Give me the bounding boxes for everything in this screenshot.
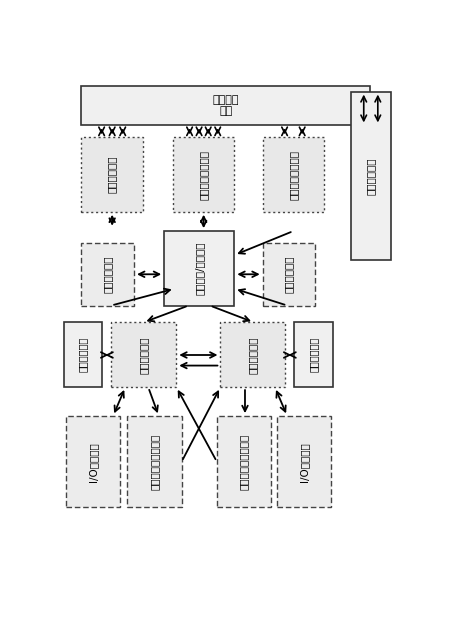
Text: I/O扩展单元: I/O扩展单元: [299, 442, 309, 482]
Bar: [294, 323, 333, 387]
Text: I/O扩展单元: I/O扩展单元: [88, 442, 98, 482]
Bar: [111, 323, 177, 387]
Text: 信息控制/传输单元: 信息控制/传输单元: [194, 241, 204, 295]
Bar: [350, 92, 391, 260]
Text: 网络通信单元: 网络通信单元: [107, 156, 117, 193]
Text: 平台监控管理单元: 平台监控管理单元: [288, 150, 298, 200]
Text: 磁盘通信单元: 磁盘通信单元: [103, 256, 113, 293]
Text: 信息存储单元: 信息存储单元: [78, 337, 88, 373]
Bar: [81, 137, 143, 212]
Bar: [276, 416, 331, 507]
Bar: [81, 243, 134, 306]
Text: 高速数据传输单元: 高速数据传输单元: [199, 150, 209, 200]
Bar: [173, 137, 234, 212]
Bar: [217, 416, 271, 507]
Bar: [127, 416, 182, 507]
Text: 计算处理单元: 计算处理单元: [248, 336, 258, 374]
Bar: [164, 231, 234, 306]
Text: 电源控制单元: 电源控制单元: [366, 157, 376, 195]
Bar: [65, 416, 120, 507]
Bar: [220, 323, 286, 387]
Bar: [262, 243, 316, 306]
Bar: [262, 137, 324, 212]
Text: 计算处理单元: 计算处理单元: [139, 336, 149, 374]
Text: 对外互联
单元: 对外互联 单元: [212, 95, 239, 117]
Bar: [81, 86, 370, 125]
Bar: [64, 323, 103, 387]
Text: 磁盘通信单元: 磁盘通信单元: [284, 256, 294, 293]
Text: 高速协处理加速模块: 高速协处理加速模块: [239, 434, 249, 490]
Text: 高速协处理加速模块: 高速协处理加速模块: [149, 434, 159, 490]
Text: 信息存储单元: 信息存储单元: [309, 337, 319, 373]
